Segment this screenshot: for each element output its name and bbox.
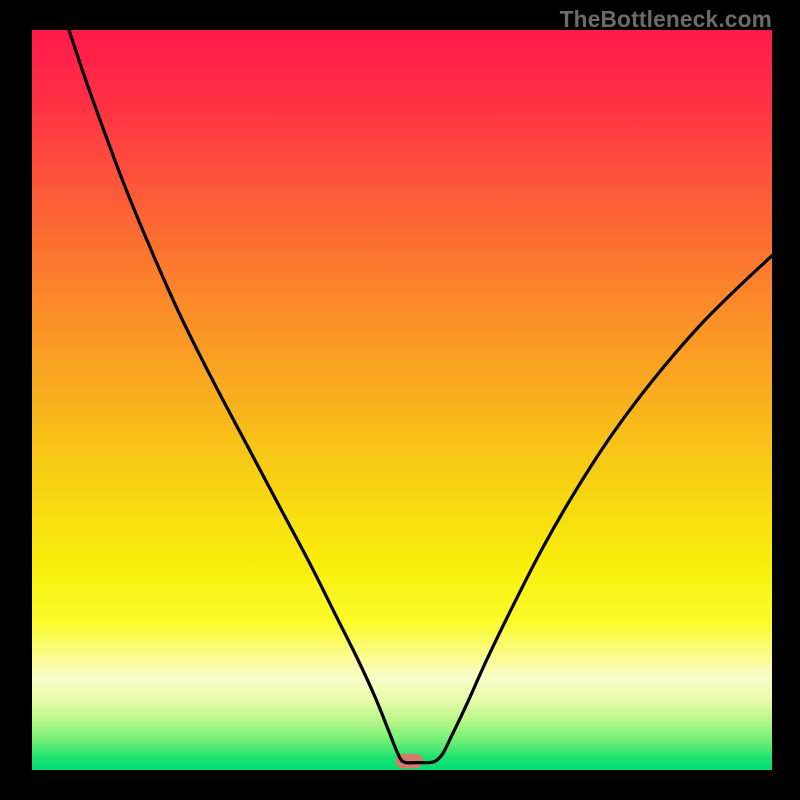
bottleneck-curve-chart bbox=[32, 30, 772, 770]
watermark-text: TheBottleneck.com bbox=[560, 6, 772, 33]
gradient-background bbox=[32, 30, 772, 770]
chart-frame: TheBottleneck.com bbox=[0, 0, 800, 800]
plot-area bbox=[32, 30, 772, 770]
